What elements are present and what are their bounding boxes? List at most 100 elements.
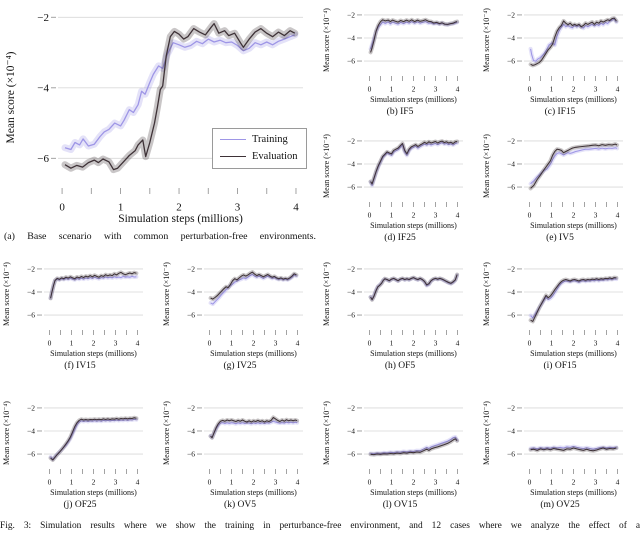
svg-text:−2: −2 <box>27 403 35 412</box>
chart-d-IF25: −2 −4 −6 0 1 2 3 4 Simulation steps (millions) Me… <box>320 128 480 243</box>
svg-text:Simulation steps (millions): Simulation steps (millions) <box>370 488 457 497</box>
svg-text:Simulation steps (millions): Simulation steps (millions) <box>530 221 617 230</box>
svg-text:4: 4 <box>456 478 460 487</box>
svg-text:4: 4 <box>456 339 460 348</box>
chart-h-OF5: −2 −4 −6 0 1 2 3 4 Simulation steps (millions) Me… <box>320 256 480 371</box>
svg-text:Simulation steps (millions): Simulation steps (millions) <box>210 488 297 497</box>
chart-g-IV25: −2 −4 −6 0 1 2 3 4 Simulation steps (millions) Me… <box>160 256 320 371</box>
svg-text:4: 4 <box>616 339 620 348</box>
svg-text:−2: −2 <box>507 136 515 145</box>
caption-e: (e) IV5 <box>546 233 574 243</box>
svg-text:−4: −4 <box>347 427 355 436</box>
svg-text:−6: −6 <box>27 311 35 320</box>
svg-text:1: 1 <box>550 211 554 220</box>
caption-m: (m) OV25 <box>540 500 580 510</box>
svg-text:2: 2 <box>412 211 416 220</box>
svg-text:−4: −4 <box>507 288 515 297</box>
svg-text:Mean score (×10⁻⁴): Mean score (×10⁻⁴) <box>482 262 491 326</box>
svg-text:Mean score (×10⁻⁴): Mean score (×10⁻⁴) <box>322 134 331 198</box>
svg-text:−2: −2 <box>187 403 195 412</box>
svg-text:1: 1 <box>390 339 394 348</box>
svg-text:0: 0 <box>208 478 212 487</box>
svg-text:3: 3 <box>114 339 118 348</box>
svg-text:1: 1 <box>550 339 554 348</box>
chart-f-IV15: −2 −4 −6 0 1 2 3 4 Simulation steps (millions) Me… <box>0 256 160 371</box>
svg-text:−4: −4 <box>347 288 355 297</box>
svg-text:0: 0 <box>528 478 532 487</box>
svg-text:−6: −6 <box>507 183 515 192</box>
svg-text:Simulation steps (millions): Simulation steps (millions) <box>370 221 457 230</box>
svg-text:−2: −2 <box>507 10 515 19</box>
caption-c: (c) IF15 <box>544 107 576 117</box>
svg-text:−6: −6 <box>347 311 355 320</box>
svg-text:0: 0 <box>368 478 372 487</box>
svg-text:1: 1 <box>550 85 554 94</box>
svg-text:3: 3 <box>274 478 278 487</box>
legend-label-training: Training <box>252 133 288 145</box>
svg-text:−6: −6 <box>347 183 355 192</box>
svg-text:Simulation steps (millions): Simulation steps (millions) <box>370 95 457 104</box>
legend-label-evaluation: Evaluation <box>252 150 298 162</box>
chart-b-IF5: −2 −4 −6 0 1 2 3 4 Simulation steps (millions) Me… <box>320 2 480 117</box>
caption-j: (j) OF25 <box>63 500 97 510</box>
svg-text:1: 1 <box>390 211 394 220</box>
svg-text:−2: −2 <box>507 264 515 273</box>
svg-text:3: 3 <box>594 478 598 487</box>
svg-text:4: 4 <box>456 211 460 220</box>
svg-text:2: 2 <box>412 339 416 348</box>
svg-text:−4: −4 <box>37 83 49 95</box>
svg-text:2: 2 <box>252 339 256 348</box>
svg-text:−2: −2 <box>37 12 49 24</box>
caption-b: (b) IF5 <box>386 107 414 117</box>
svg-text:3: 3 <box>434 85 438 94</box>
svg-text:−4: −4 <box>507 160 515 169</box>
svg-text:−6: −6 <box>507 450 515 459</box>
svg-text:Mean score (×10⁻⁴): Mean score (×10⁻⁴) <box>482 8 491 72</box>
svg-text:1: 1 <box>70 339 74 348</box>
svg-text:−6: −6 <box>507 311 515 320</box>
svg-text:Mean score (×10⁻⁴): Mean score (×10⁻⁴) <box>322 262 331 326</box>
svg-text:−2: −2 <box>27 264 35 273</box>
chart-a-canvas: −2 −4 −6 0 1 2 3 4 Simulation steps (millions) Me… <box>5 12 303 225</box>
svg-text:2: 2 <box>572 478 576 487</box>
svg-text:4: 4 <box>456 85 460 94</box>
svg-text:Mean score (×10⁻⁴): Mean score (×10⁻⁴) <box>322 8 331 72</box>
svg-text:Mean score (×10⁻⁴): Mean score (×10⁻⁴) <box>322 401 331 465</box>
svg-text:−4: −4 <box>347 160 355 169</box>
svg-text:0: 0 <box>48 339 52 348</box>
svg-text:0: 0 <box>48 478 52 487</box>
caption-a: (a) Base scenario with common perturbati… <box>4 231 316 242</box>
figure-caption: Fig. 3: Simulation results where we show… <box>0 521 640 531</box>
svg-text:Simulation steps (millions): Simulation steps (millions) <box>530 95 617 104</box>
svg-text:0: 0 <box>208 339 212 348</box>
svg-text:1: 1 <box>70 478 74 487</box>
caption-l: (l) OV15 <box>382 500 418 510</box>
svg-text:0: 0 <box>528 211 532 220</box>
evaluation-line-swatch <box>220 156 246 157</box>
chart-m-OV25: −2 −4 −6 0 1 2 3 4 Simulation steps (millions) Me… <box>480 395 640 510</box>
svg-text:4: 4 <box>296 478 300 487</box>
svg-text:4: 4 <box>136 478 140 487</box>
svg-text:−4: −4 <box>507 34 515 43</box>
svg-text:−4: −4 <box>187 427 195 436</box>
svg-text:2: 2 <box>176 202 182 214</box>
svg-text:Simulation steps (millions): Simulation steps (millions) <box>370 349 457 358</box>
svg-text:Simulation steps (millions): Simulation steps (millions) <box>50 349 137 358</box>
svg-text:−6: −6 <box>347 57 355 66</box>
training-line-swatch <box>220 139 246 140</box>
svg-text:Simulation steps (millions): Simulation steps (millions) <box>530 488 617 497</box>
caption-d: (d) IF25 <box>384 233 416 243</box>
svg-text:2: 2 <box>252 478 256 487</box>
chart-a-base-scenario: −2 −4 −6 0 1 2 3 4 Simulation steps (millions) Me… <box>0 0 320 242</box>
svg-text:−6: −6 <box>27 450 35 459</box>
